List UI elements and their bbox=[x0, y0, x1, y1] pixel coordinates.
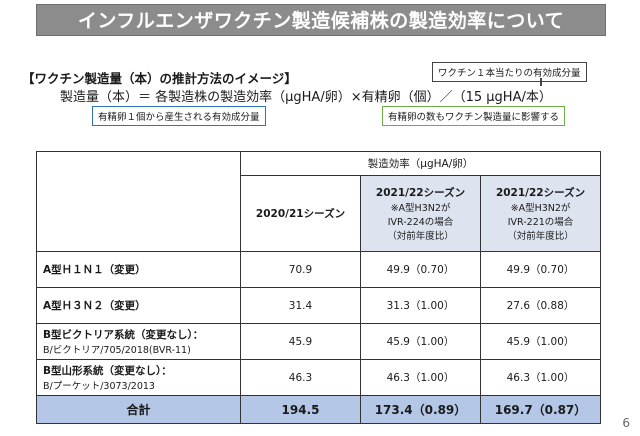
cell-value: 46.3（1.00） bbox=[479, 359, 602, 396]
cell-value: 46.3（1.00） bbox=[360, 359, 481, 396]
column-header: 2021/22シーズン ※A型H3N2が IVR-224の場合 （対前年度比） bbox=[360, 175, 481, 252]
callout-per-dose-tail bbox=[540, 78, 542, 86]
table-row: A型Ｈ１Ｎ１（変更） 70.9 49.9（0.70） 49.9（0.70） bbox=[36, 251, 602, 288]
page-number: 6 bbox=[622, 416, 630, 430]
section-heading: 【ワクチン製造量（本）の推計方法のイメージ】 bbox=[22, 71, 297, 86]
table-row: B型ビクトリア系統（変更なし）： B/ビクトリア/705/2018(BVR-11)… bbox=[36, 323, 602, 360]
table-row: B型山形系統（変更なし）： B/プーケット/3073/2013 46.3 46.3… bbox=[36, 359, 602, 396]
slide-title: インフルエンザワクチン製造候補株の製造効率について bbox=[36, 4, 606, 36]
table-group-header: 製造効率（μgHA/卵） bbox=[239, 151, 602, 176]
cell-value: 45.9 bbox=[240, 323, 361, 360]
column-header: 2021/22シーズン ※A型H3N2が IVR-221の場合 （対前年度比） bbox=[479, 175, 602, 252]
total-value: 169.7（0.87） bbox=[479, 395, 602, 424]
row-label: B型山形系統（変更なし）： B/プーケット/3073/2013 bbox=[36, 359, 241, 396]
cell-value: 45.9（1.00） bbox=[360, 323, 481, 360]
table-corner-cell bbox=[36, 151, 241, 252]
table-row: A型Ｈ３Ｎ２（変更） 31.4 31.3（1.00） 27.6（0.88） bbox=[36, 287, 602, 324]
total-row: 合計 194.5 173.4（0.89） 169.7（0.87） bbox=[36, 395, 602, 424]
row-label: B型ビクトリア系統（変更なし）： B/ビクトリア/705/2018(BVR-11) bbox=[36, 323, 241, 360]
row-label: A型Ｈ３Ｎ２（変更） bbox=[36, 287, 241, 324]
total-value: 194.5 bbox=[240, 395, 361, 424]
cell-value: 31.3（1.00） bbox=[360, 287, 481, 324]
callout-per-dose: ワクチン１本当たりの有効成分量 bbox=[432, 62, 587, 82]
callout-per-egg: 有精卵１個から産生される有効成分量 bbox=[92, 106, 266, 126]
formula: 製造量（本）＝ 各製造株の製造効率（μgHA/卵）×有精卵（個）／（15 μgH… bbox=[60, 90, 552, 105]
cell-value: 49.9（0.70） bbox=[479, 251, 602, 288]
callout-egg-count: 有精卵の数もワクチン製造量に影響する bbox=[382, 106, 566, 126]
cell-value: 46.3 bbox=[240, 359, 361, 396]
cell-value: 49.9（0.70） bbox=[360, 251, 481, 288]
cell-value: 31.4 bbox=[240, 287, 361, 324]
column-header: 2020/21シーズン bbox=[240, 175, 361, 252]
cell-value: 45.9（1.00） bbox=[479, 323, 602, 360]
total-label: 合計 bbox=[36, 395, 241, 424]
efficiency-table: 製造効率（μgHA/卵） 2020/21シーズン 2021/22シーズン ※A型… bbox=[36, 151, 602, 424]
cell-value: 70.9 bbox=[240, 251, 361, 288]
total-value: 173.4（0.89） bbox=[360, 395, 481, 424]
row-label: A型Ｈ１Ｎ１（変更） bbox=[36, 251, 241, 288]
cell-value: 27.6（0.88） bbox=[479, 287, 602, 324]
